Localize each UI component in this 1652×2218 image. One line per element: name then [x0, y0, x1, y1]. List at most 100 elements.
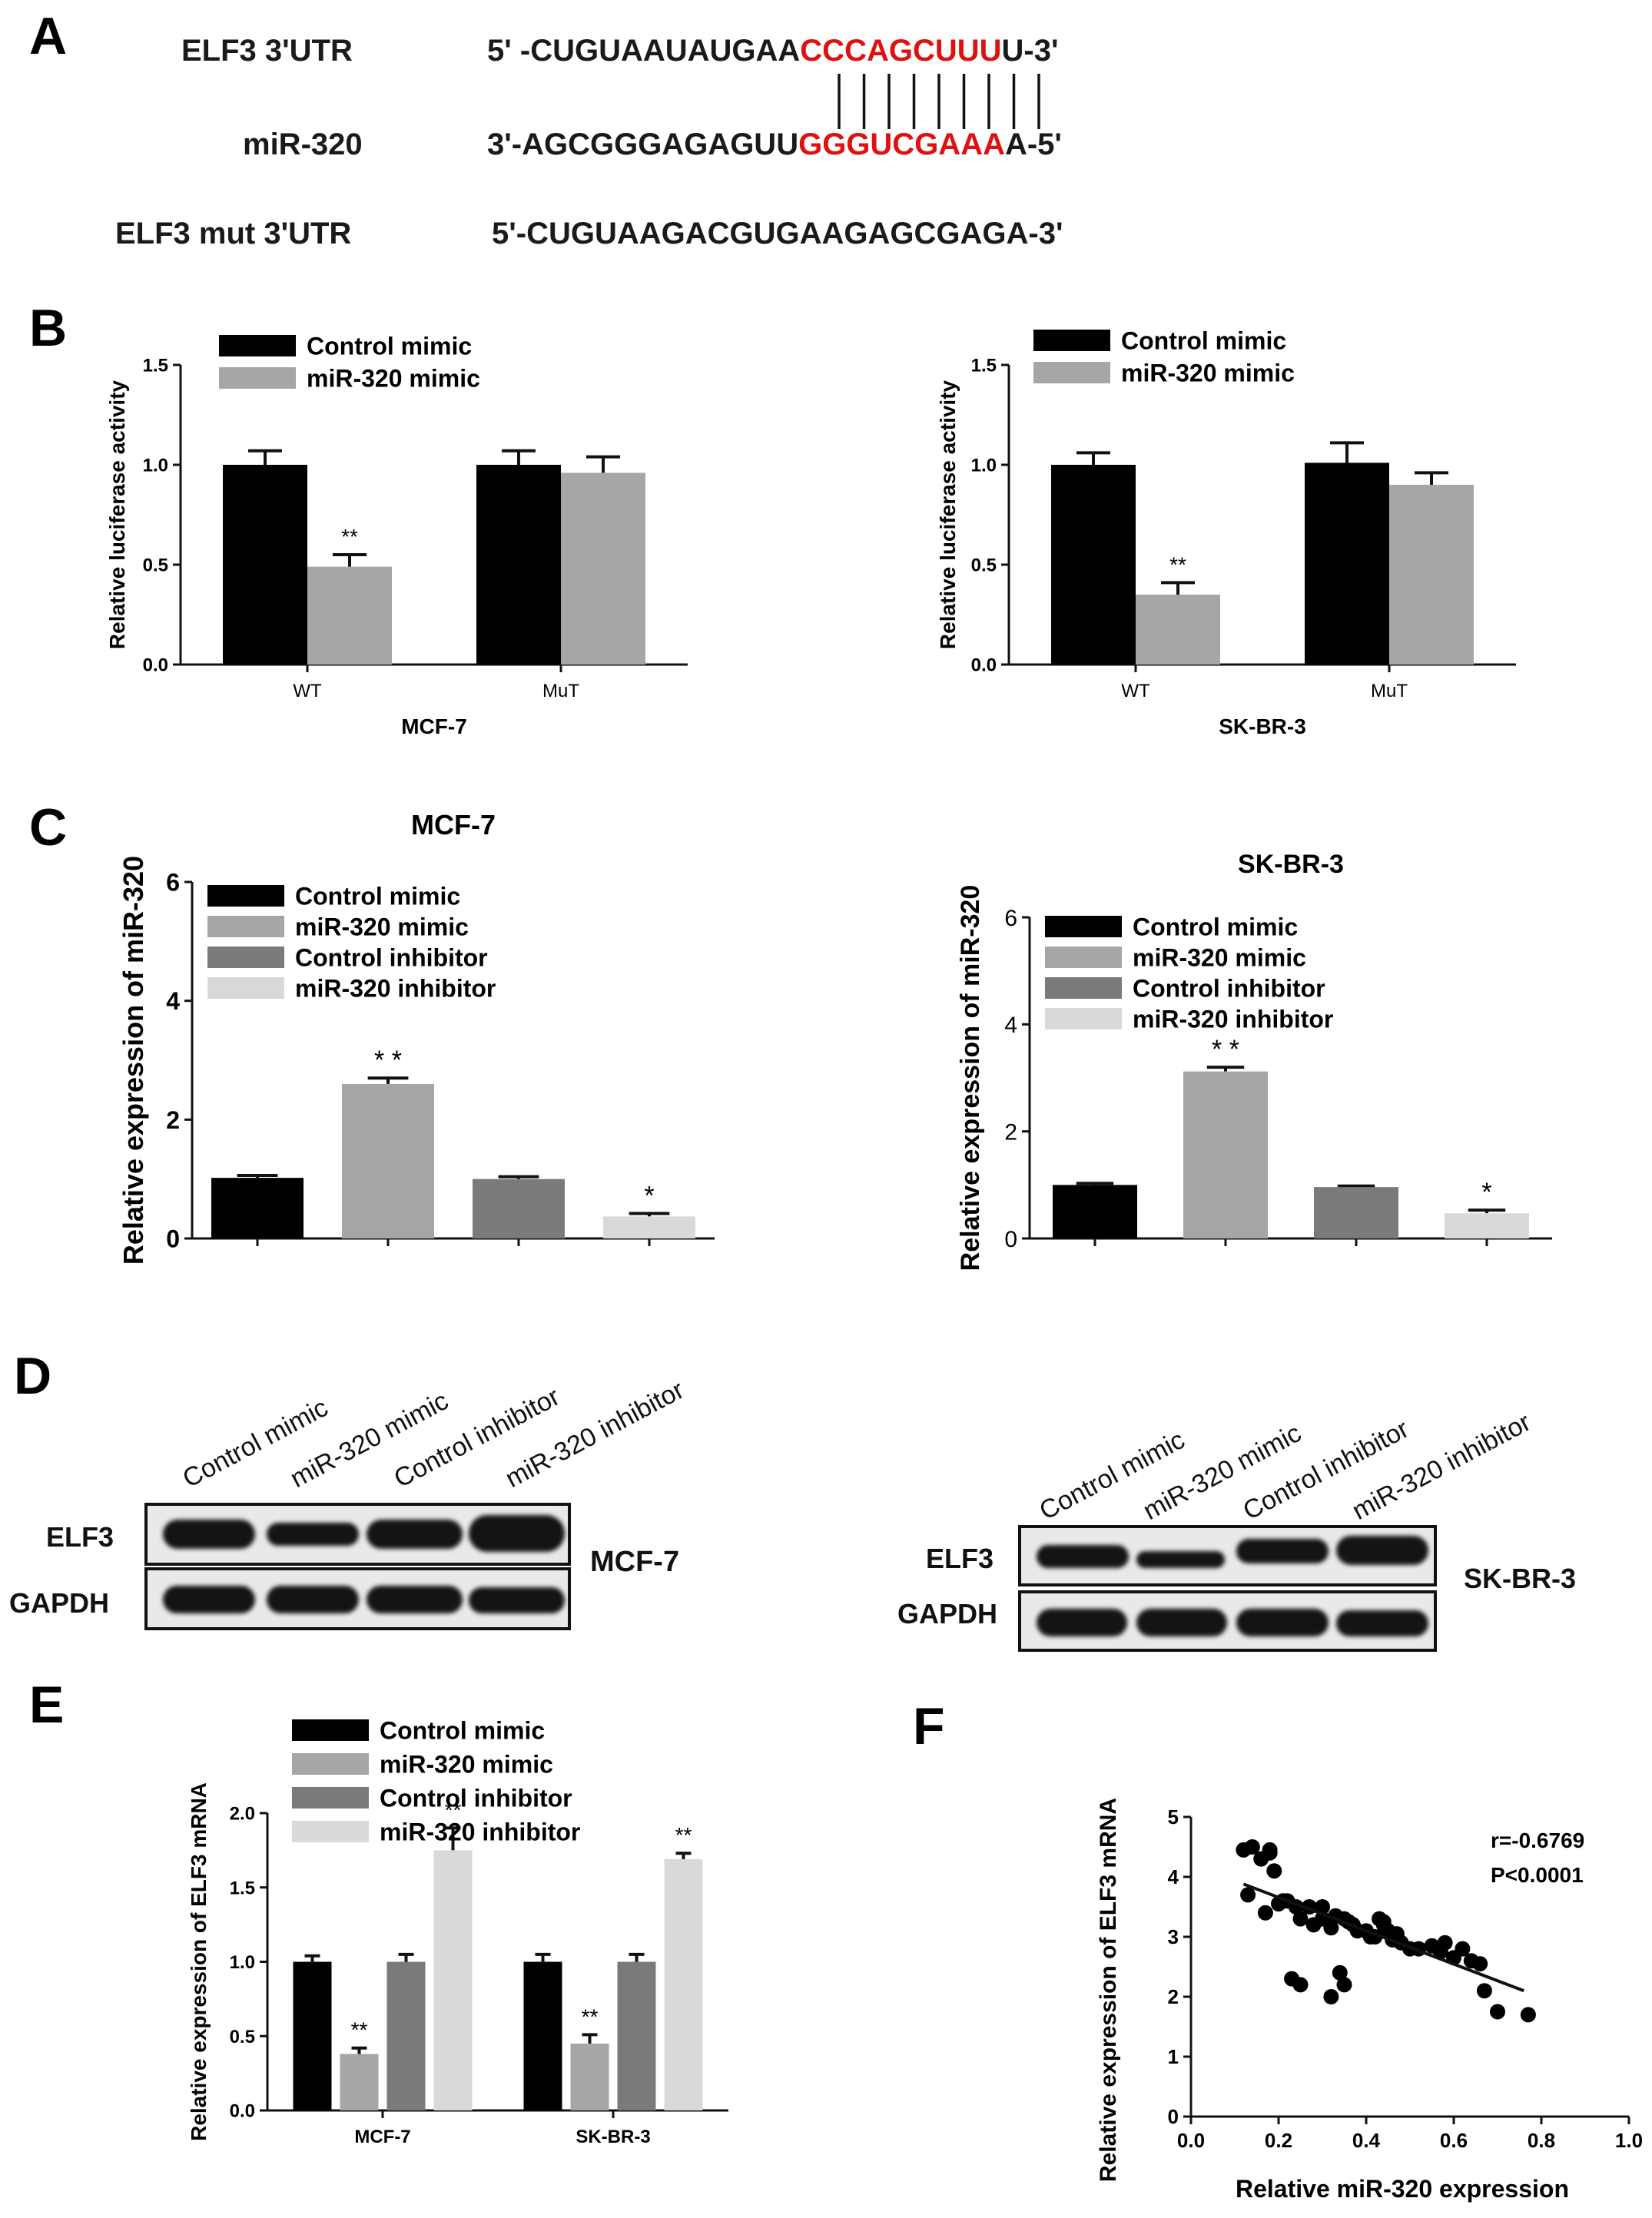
scatter-point: [1266, 1863, 1282, 1879]
bar: [1051, 465, 1136, 665]
legend-label: miR-320 mimic: [380, 1751, 553, 1779]
y-axis-label: Relative expression of miR-320: [956, 885, 985, 1271]
x-tick-label: MCF-7: [354, 2127, 410, 2147]
legend-label: Control mimic: [1133, 913, 1298, 941]
legend-label: miR-320 mimic: [295, 913, 469, 941]
y-tick-label: 0.0: [971, 655, 997, 676]
legend-swatch: [1045, 1008, 1122, 1029]
band: [1037, 1609, 1127, 1636]
y-tick-label: 4: [1004, 1013, 1017, 1038]
scatter-point: [1323, 1989, 1339, 2004]
significance-mark: *: [1481, 1178, 1491, 1207]
x-axis-label: MCF-7: [401, 714, 467, 738]
x-tick-label: 0.6: [1440, 2129, 1468, 2152]
y-tick-label: 0.5: [971, 555, 997, 576]
x-tick-label: 0.2: [1265, 2129, 1292, 2152]
x-tick-label: WT: [293, 681, 322, 701]
legend-swatch: [1045, 916, 1122, 937]
panel-a-sequences: ELF3 3'UTR 5' -CUGUAAUAUGAACCCAGCUUUU-3'…: [0, 0, 1652, 277]
panel-d-left-blot: Control mimic miR-320 mimic Control inhi…: [0, 1337, 768, 1644]
y-tick-label: 1.5: [971, 356, 997, 376]
y-tick-label: 1.5: [230, 1878, 255, 1898]
legend-swatch: [292, 1787, 369, 1809]
y-tick-label: 0: [1004, 1227, 1017, 1252]
bar: [473, 1179, 565, 1238]
bar: [664, 1858, 703, 2110]
seq-label-mir320: miR-320: [243, 128, 363, 161]
panel-d-right-blot: Control mimic miR-320 mimic Control inhi…: [845, 1337, 1652, 1652]
seq-elf3-utr: 5' -CUGUAAUAUGAACCCAGCUUUU-3': [487, 34, 1058, 68]
legend-label: miR-320 inhibitor: [1133, 1006, 1333, 1033]
bar: [223, 465, 307, 665]
legend-swatch: [292, 1719, 369, 1741]
bar: [476, 465, 561, 665]
legend-swatch: [219, 367, 296, 389]
bar: [523, 1961, 562, 2110]
seq-seed: GGGUCGAAA: [798, 128, 1005, 161]
blot-elf3: [1018, 1525, 1437, 1586]
x-tick-label: SK-BR-3: [576, 2127, 650, 2147]
scatter-point: [1336, 1977, 1352, 1993]
y-tick-label: 3: [1168, 1925, 1179, 1948]
chart-c-mcf7: 0 2 4 6 Relative expression of miR-320 MCF-7 *…: [118, 809, 715, 1265]
legend-label: miR-320 mimic: [1133, 944, 1306, 972]
y-axis-label: Relative luciferase activity: [105, 380, 129, 649]
y-tick-label: 2.0: [230, 1804, 255, 1825]
y-tick-label: 0: [1168, 2105, 1179, 2128]
scatter-point: [1455, 1941, 1471, 1957]
scatter-point: [1315, 1899, 1330, 1915]
bar: [1314, 1187, 1398, 1238]
seq-mir320: 3'-AGCGGGAGAGUUGGGUCGAAAA-5': [487, 128, 1062, 162]
y-tick-label: 0.0: [230, 2101, 255, 2122]
seq-prefix: 5' -CUGUAAUAUGAA: [487, 34, 801, 68]
legend-swatch: [1045, 947, 1122, 968]
significance-mark: **: [582, 2004, 599, 2028]
chart-title: MCF-7: [411, 809, 496, 840]
x-axis-label: Relative miR-320 expression: [1236, 2175, 1569, 2203]
band: [469, 1587, 565, 1613]
scatter-point: [1257, 1905, 1273, 1921]
panel-label-d: D: [14, 1347, 52, 1405]
scatter-point: [1476, 1983, 1492, 1999]
band: [1336, 1536, 1428, 1565]
pvalue-annotation: P<0.0001: [1491, 1863, 1584, 1887]
scatter-point: [1472, 1956, 1488, 1972]
bar: [433, 1850, 473, 2110]
y-tick-label: 4: [166, 987, 180, 1015]
legend-swatch: [207, 916, 284, 937]
scatter-point: [1323, 1920, 1339, 1936]
legend-label: miR-320 inhibitor: [380, 1818, 580, 1846]
bar: [307, 566, 392, 665]
scatter-point: [1262, 1842, 1278, 1858]
legend-label: miR-320 inhibitor: [295, 975, 496, 1003]
regression-line: [1242, 1882, 1524, 1993]
panel-label-b: B: [29, 299, 68, 357]
y-tick-label: 1.5: [143, 356, 168, 376]
seq-suffix: A-5': [1004, 128, 1062, 161]
y-tick-label: 4: [1168, 1865, 1179, 1888]
seq-suffix: U-3': [1001, 34, 1059, 68]
y-tick-label: 0.5: [230, 2027, 255, 2047]
y-tick-label: 2: [1168, 1985, 1179, 2008]
x-tick-label: 0.8: [1528, 2129, 1555, 2152]
scatter-point: [1490, 2004, 1505, 2020]
band: [469, 1515, 565, 1552]
panel-label-f: F: [913, 1697, 945, 1756]
band: [367, 1520, 463, 1549]
blot-row-label-elf3: ELF3: [46, 1521, 114, 1553]
significance-mark: *: [644, 1182, 654, 1211]
blot-cell-line: SK-BR-3: [1464, 1563, 1577, 1594]
significance-mark: **: [675, 1823, 692, 1847]
bar: [386, 1961, 426, 2110]
bar: [342, 1083, 434, 1238]
band: [1236, 1539, 1329, 1563]
chart-b-skbr3: 0.0 0.5 1.0 1.5 Relative luciferase activity…: [936, 327, 1516, 738]
significance-mark: * *: [374, 1046, 402, 1075]
legend-label: miR-320 mimic: [1121, 360, 1295, 387]
blot-col-label: miR-320 inhibitor: [1347, 1407, 1536, 1527]
bar: [1136, 595, 1220, 665]
blot-cell-line: MCF-7: [590, 1546, 680, 1578]
panel-label-e: E: [29, 1676, 65, 1734]
band: [163, 1520, 255, 1549]
chart-title: SK-BR-3: [1238, 850, 1344, 879]
